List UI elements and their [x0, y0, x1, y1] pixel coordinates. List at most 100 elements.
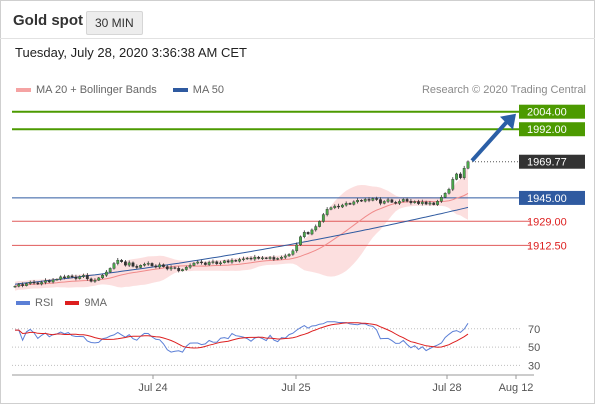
research-credit: Research © 2020 Trading Central — [421, 84, 586, 96]
candle-body — [74, 276, 78, 279]
time-tick-label-Jul 28: Jul 28 — [432, 382, 461, 394]
candle-body — [443, 193, 447, 198]
candle-body — [196, 261, 200, 264]
rsi-tick-30: 30 — [528, 360, 540, 372]
candle-body — [28, 282, 32, 284]
candle-body — [306, 232, 310, 235]
arrow-shaft — [470, 120, 509, 163]
candle-body — [59, 276, 63, 280]
bollinger-bands — [15, 167, 468, 291]
timeframe-badge[interactable]: 30 MIN — [86, 11, 143, 35]
candle-body — [299, 236, 302, 246]
candle-body — [207, 262, 211, 265]
candle-body — [47, 280, 51, 283]
candle-body — [120, 259, 123, 262]
rsi-line — [15, 321, 469, 353]
candle-body — [82, 275, 85, 277]
candle-body — [451, 179, 455, 190]
candle-body — [291, 250, 295, 255]
level-labels: 2004.00 1992.00 1969.77 1945.00 1929.00 1912.… — [519, 104, 585, 252]
candle-body — [226, 260, 230, 263]
legend-rsi-ma: 9MA — [65, 297, 107, 309]
candle-body — [318, 221, 321, 227]
bollinger-band-fill — [15, 167, 468, 291]
level-label-1969.77: 1969.77 — [527, 157, 567, 169]
candle-body — [108, 268, 112, 273]
candle-body — [158, 264, 162, 268]
candle-body — [382, 201, 386, 204]
candle-body — [398, 201, 401, 204]
candle-body — [413, 201, 417, 203]
candle-body — [32, 282, 36, 284]
candle-body — [329, 207, 333, 210]
level-tag-2004.00 — [519, 104, 585, 119]
candle-body — [89, 278, 93, 282]
candle-body — [405, 199, 409, 202]
rsi-tick-70: 70 — [528, 324, 540, 336]
rsi-swatch — [16, 301, 30, 305]
candle-body — [36, 282, 40, 285]
candle-body — [219, 262, 222, 265]
candle-body — [245, 257, 249, 260]
candle-body — [177, 268, 181, 272]
candle-body — [276, 258, 280, 260]
candle-body — [348, 203, 352, 205]
candle-body — [78, 276, 82, 279]
candle-body — [127, 262, 131, 266]
candle-body — [51, 279, 55, 283]
candle-body — [150, 263, 154, 267]
price-levels — [12, 110, 530, 246]
candle-body — [337, 205, 340, 208]
candle-body — [184, 267, 188, 270]
candle-body — [93, 280, 97, 282]
candle-body — [394, 202, 398, 204]
candle-body — [21, 284, 25, 286]
candle-body — [280, 257, 283, 259]
candle-body — [447, 189, 451, 194]
level-label-2004.00: 2004.00 — [527, 107, 567, 119]
forecast-arrow — [470, 113, 516, 163]
ma20-swatch — [16, 88, 31, 92]
candle-body — [455, 173, 458, 180]
candle-body — [390, 199, 394, 203]
candle-body — [97, 277, 101, 281]
candle-body — [249, 257, 253, 260]
level-label-1945.00: 1945.00 — [527, 193, 567, 205]
level-tag-1969.77 — [519, 154, 585, 169]
ma50-line — [14, 206, 469, 285]
candle-body — [154, 265, 158, 268]
candle-body — [188, 265, 192, 268]
candle-body — [85, 275, 89, 280]
candle-body — [466, 161, 470, 169]
candle-body — [409, 200, 413, 203]
candle-body — [462, 168, 466, 178]
candle-body — [104, 271, 108, 276]
candle-body — [333, 205, 337, 208]
legend-ma50-label: MA 50 — [192, 84, 224, 96]
candle-body — [264, 257, 268, 259]
candle-body — [112, 263, 116, 269]
candle-body — [169, 267, 173, 270]
candle-body — [257, 257, 261, 259]
candle-body — [375, 198, 379, 200]
candle-body — [310, 229, 314, 235]
legend-rsi-ma-label: 9MA — [84, 297, 107, 309]
candle-body — [363, 199, 367, 202]
candle-body — [173, 267, 177, 269]
candle-body — [344, 203, 348, 206]
rsi-legend: RSI 9MA — [16, 297, 119, 309]
candle-body — [70, 275, 74, 278]
level-label-1929.00: 1929.00 — [527, 216, 567, 228]
header-divider — [0, 38, 595, 39]
candle-body — [272, 257, 276, 260]
candle-body — [356, 200, 360, 203]
candle-body — [215, 261, 219, 265]
candle-body — [44, 280, 47, 283]
candle-body — [222, 260, 226, 264]
candle-body — [17, 284, 21, 287]
candle-body — [66, 275, 70, 278]
legend-rsi-label: RSI — [35, 297, 54, 309]
candle-body — [230, 260, 234, 263]
